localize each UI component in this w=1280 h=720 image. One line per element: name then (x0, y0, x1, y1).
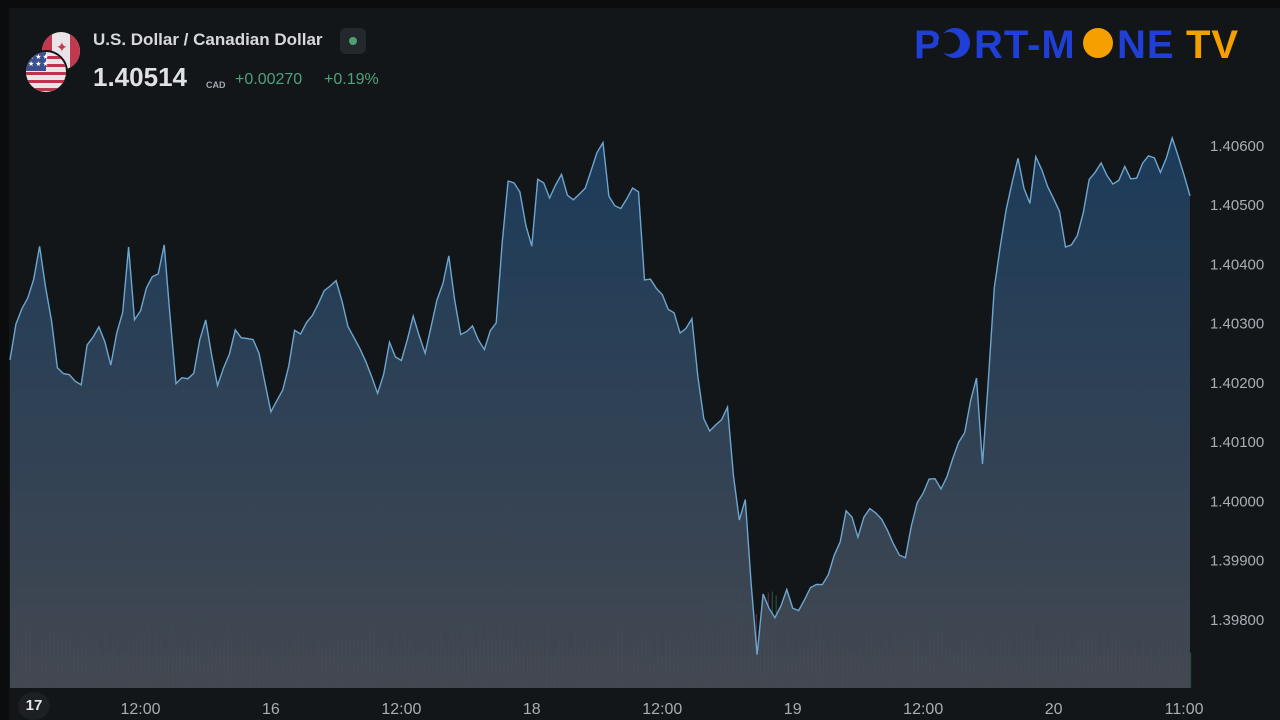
x-tick-label: 11:00 (1165, 701, 1204, 718)
time-axis[interactable]: 12:00 16 12:00 18 12:00 19 12:00 20 11:00 (120, 701, 1203, 718)
y-tick-label: 1.39900 (1210, 553, 1264, 570)
x-tick-label: 12:00 (903, 701, 943, 718)
y-tick-label: 1.40600 (1210, 138, 1264, 155)
brand-logo: P RT-M NE TV (914, 23, 1239, 67)
svg-text:P: P (914, 23, 942, 67)
price-line (9, 135, 1191, 655)
svg-text:NE: NE (1117, 23, 1175, 67)
y-tick-label: 1.40000 (1210, 494, 1264, 511)
y-tick-label: 1.40400 (1210, 257, 1264, 274)
x-tick-label: 12:00 (120, 701, 160, 718)
last-price: 1.40514 (93, 62, 187, 92)
window-top-frame (0, 0, 1280, 8)
currency-flags: ✦ ★★★ ★★★ (22, 30, 84, 94)
x-tick-label: 20 (1045, 701, 1063, 718)
market-open-dot-icon (349, 37, 357, 45)
window-left-frame (0, 0, 9, 720)
symbol-header: ✦ ★★★ ★★★ U.S. Dollar / Canadian Dollar … (22, 28, 542, 98)
y-tick-label: 1.39800 (1210, 612, 1264, 629)
price-currency: CAD (206, 80, 226, 90)
x-tick-label: 19 (784, 701, 802, 718)
svg-text:TV: TV (1186, 23, 1239, 67)
price-axis[interactable]: 1.40600 1.40500 1.40400 1.40300 1.40200 1.401… (1210, 138, 1264, 629)
price-change-percent: +0.19% (324, 71, 379, 88)
price-area-fill (10, 138, 1190, 688)
y-tick-label: 1.40200 (1210, 375, 1264, 392)
symbol-title[interactable]: U.S. Dollar / Canadian Dollar (93, 30, 323, 49)
y-tick-label: 1.40500 (1210, 197, 1264, 214)
y-tick-label: 1.40100 (1210, 434, 1264, 451)
svg-text:RT-M: RT-M (974, 23, 1076, 67)
x-tick-label: 16 (262, 701, 280, 718)
volume-bar (1190, 652, 1192, 688)
x-tick-label: 12:00 (642, 701, 682, 718)
x-tick-label: 12:00 (381, 701, 421, 718)
x-tick-label: 18 (523, 701, 541, 718)
price-change: +0.00270 (235, 71, 303, 88)
us-flag-icon: ★★★ ★★★ (24, 50, 68, 94)
y-tick-label: 1.40300 (1210, 316, 1264, 333)
tradingview-logo-icon[interactable]: 17 (18, 692, 50, 720)
market-status-indicator[interactable] (340, 28, 366, 54)
